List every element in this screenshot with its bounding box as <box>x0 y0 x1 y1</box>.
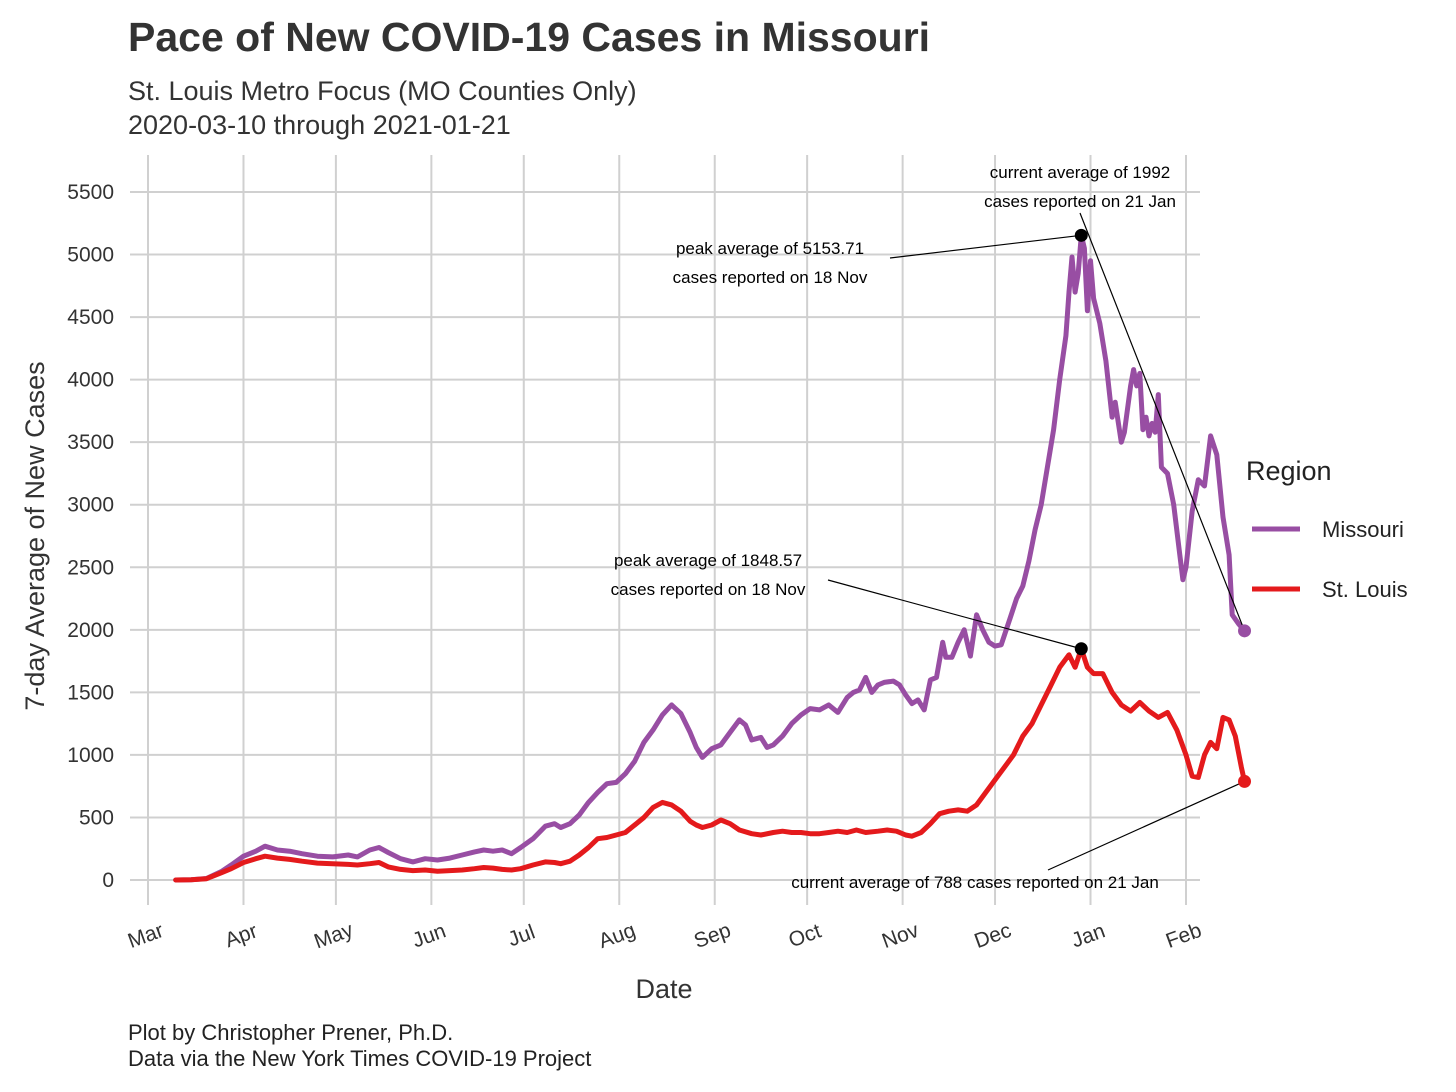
annotation-leader-stl-peak <box>827 579 1082 650</box>
x-axis-tick-labels: Mar Apr May Jun Jul Aug Sep Oct Nov Dec Jan Feb <box>125 918 1205 953</box>
series-line-st-louis <box>173 646 1247 883</box>
caption-line1: Plot by Christopher Prener, Ph.D. <box>128 1020 454 1045</box>
annotation-text-mo-current-line1: current average of 1992 <box>990 163 1171 182</box>
chart-subtitle-line1: St. Louis Metro Focus (MO Counties Only) <box>128 76 637 106</box>
y-tick-label-500: 500 <box>79 806 114 829</box>
x-tick-label-may: May <box>311 918 357 953</box>
annotation-text-mo-current-line2: cases reported on 21 Jan <box>984 192 1176 211</box>
annotation-leader-stl-current <box>1047 780 1245 871</box>
gridlines <box>130 155 1200 905</box>
x-tick-label-jul: Jul <box>505 920 538 951</box>
annotation-text-stl-peak-line1: peak average of 1848.57 <box>614 551 802 570</box>
y-tick-label-5000: 5000 <box>67 244 114 267</box>
x-tick-label-dec: Dec <box>971 919 1014 953</box>
legend-title: Region <box>1246 456 1332 486</box>
x-tick-label-jan: Jan <box>1068 919 1108 952</box>
annotation-point-mo-peak <box>1074 228 1088 242</box>
y-tick-label-5500: 5500 <box>67 181 114 204</box>
y-tick-label-3000: 3000 <box>67 494 114 517</box>
x-tick-label-mar: Mar <box>125 919 167 953</box>
x-tick-label-sep: Sep <box>691 919 734 953</box>
series-line-missouri <box>173 232 1247 883</box>
annotation-leader-mo-peak <box>889 234 1082 259</box>
y-tick-label-2500: 2500 <box>67 556 114 579</box>
caption-line2: Data via the New York Times COVID-19 Pro… <box>128 1046 592 1071</box>
annotation-point-stl-peak <box>1074 642 1088 656</box>
annotation-text-mo-peak-line2: cases reported on 18 Nov <box>673 268 868 287</box>
chart-title: Pace of New COVID-19 Cases in Missouri <box>128 14 931 60</box>
legend-label-st-louis: St. Louis <box>1322 577 1408 602</box>
annotation-text-stl-peak-line2: cases reported on 18 Nov <box>611 580 806 599</box>
annotation-text-stl-current-line1: current average of 788 cases reported on… <box>791 873 1159 892</box>
chart-subtitle-line2: 2020-03-10 through 2021-01-21 <box>128 110 511 140</box>
y-tick-label-4500: 4500 <box>67 306 114 329</box>
x-tick-label-jun: Jun <box>409 919 449 952</box>
annotation-point-mo-current <box>1238 624 1252 638</box>
y-axis-title: 7-day Average of New Cases <box>20 361 50 710</box>
y-tick-label-0: 0 <box>102 869 114 892</box>
x-tick-label-feb: Feb <box>1163 919 1205 953</box>
x-axis-title: Date <box>635 974 692 1004</box>
legend-label-missouri: Missouri <box>1322 517 1404 542</box>
y-tick-label-3500: 3500 <box>67 431 114 454</box>
y-tick-label-1500: 1500 <box>67 681 114 704</box>
series-lines <box>173 232 1247 883</box>
x-tick-label-oct: Oct <box>786 919 825 952</box>
annotation-leader-mo-current <box>1079 212 1246 632</box>
x-tick-label-nov: Nov <box>879 919 922 954</box>
x-tick-label-apr: Apr <box>222 919 261 952</box>
y-tick-label-2000: 2000 <box>67 619 114 642</box>
y-tick-label-4000: 4000 <box>67 369 114 392</box>
annotation-text-mo-peak-line1: peak average of 5153.71 <box>676 239 864 258</box>
y-tick-label-1000: 1000 <box>67 744 114 767</box>
x-tick-label-aug: Aug <box>596 919 639 953</box>
annotation-point-stl-current <box>1238 774 1252 788</box>
annotations: peak average of 5153.71 cases reported on… <box>611 163 1252 892</box>
y-axis-tick-labels: 0 500 1000 1500 2000 2500 3000 3500 4000 4500 5000… <box>67 181 114 892</box>
legend: Region Missouri St. Louis <box>1246 456 1408 602</box>
